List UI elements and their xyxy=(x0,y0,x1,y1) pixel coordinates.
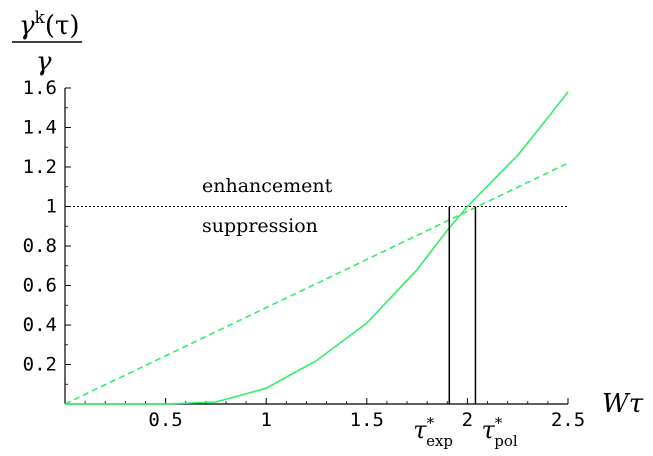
series-line-solid xyxy=(65,91,569,405)
y-tick-label: 0.4 xyxy=(23,314,57,336)
y-ticks: 0.2 0.4 0.6 0.8 1 1.2 1.4 1.6 xyxy=(23,77,71,385)
axes xyxy=(64,88,568,405)
y-tick-label: 0.6 xyxy=(23,275,57,297)
x-tick-label: 1 xyxy=(260,409,271,431)
x-tick-label: 2 xyxy=(462,409,473,431)
annotation-enhancement: enhancement xyxy=(202,175,333,197)
x-tick-label: 1.5 xyxy=(350,409,384,431)
series-line-dashed xyxy=(64,162,569,405)
y-tick-label: 1 xyxy=(46,196,57,218)
y-tick-label: 1.2 xyxy=(23,156,57,178)
y-tick-label: 0.2 xyxy=(23,354,57,376)
y-tick-label: 1.4 xyxy=(23,117,57,139)
y-label-denominator: γ xyxy=(36,47,52,77)
y-label-numerator: γk(τ) xyxy=(19,8,80,41)
x-tick-label: 0.5 xyxy=(148,409,182,431)
annotation-suppression: suppression xyxy=(202,215,318,237)
marker-label-pol: τ* pol xyxy=(481,414,517,450)
y-tick-label: 1.6 xyxy=(23,77,57,99)
x-axis-label: Wτ xyxy=(602,389,644,419)
marker-layer: τ* exp τ* pol xyxy=(413,206,518,450)
x-tick-label: 2.5 xyxy=(551,409,585,431)
y-axis-label: γk(τ) γ xyxy=(12,8,82,77)
series-layer xyxy=(64,91,569,405)
x-ticks: 0.5 1 1.5 2 2.5 xyxy=(84,398,585,431)
y-tick-label: 0.8 xyxy=(23,235,57,257)
marker-label-exp: τ* exp xyxy=(413,414,453,450)
